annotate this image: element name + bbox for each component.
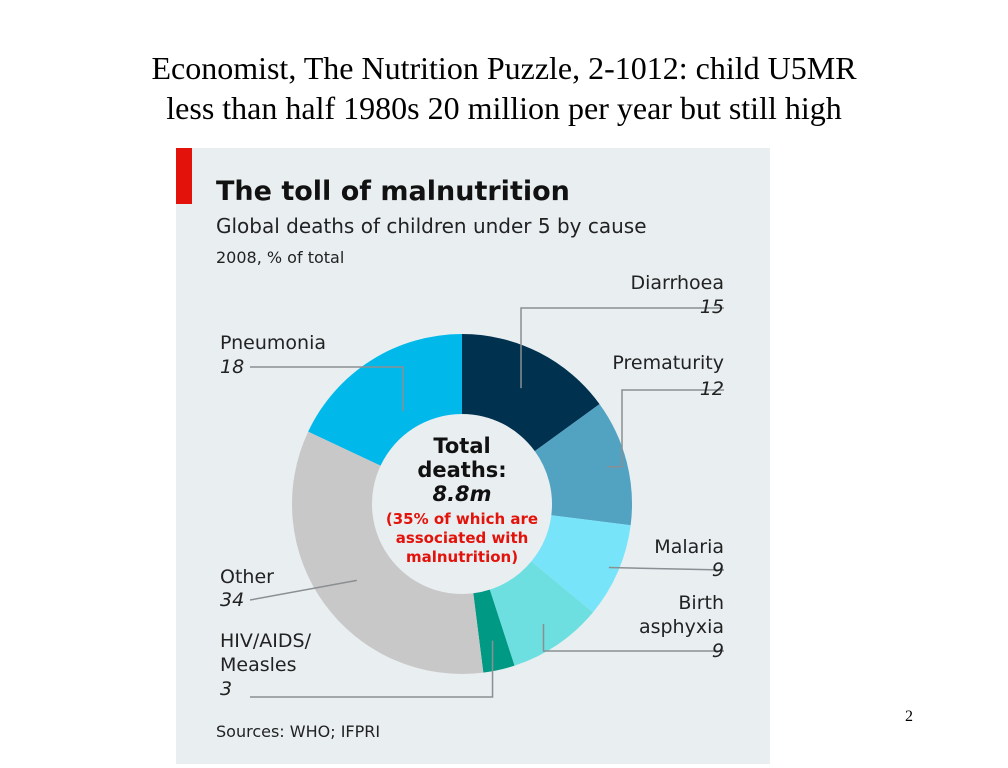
- slide-title-line-1: Economist, The Nutrition Puzzle, 2-1012:…: [151, 50, 857, 86]
- value-pneumonia: 18: [220, 356, 245, 378]
- value-diarrhoea: 15: [699, 296, 724, 318]
- chart-source: Sources: WHO; IFPRI: [216, 722, 381, 741]
- center-total-label-2: deaths:: [417, 458, 507, 482]
- label-birth-asphyxia-line-2: asphyxia: [638, 616, 724, 638]
- label-malaria: Malaria: [654, 536, 724, 558]
- slice-malaria: [531, 515, 631, 613]
- slice-birth-asphyxia: [489, 561, 593, 666]
- value-other: 34: [220, 589, 245, 611]
- slice-diarrhoea: [462, 334, 600, 452]
- leader-line-malaria: [608, 566, 725, 571]
- leader-line-hiv-aids-measles: [250, 640, 494, 698]
- slide-title-line-2: less than half 1980s 20 million per year…: [166, 90, 842, 126]
- label-hiv-aids-measles-line-2: Measles: [220, 654, 297, 676]
- label-prematurity: Prematurity: [612, 352, 724, 374]
- value-hiv-aids-measles: 3: [220, 678, 233, 700]
- center-total-label: Total: [433, 434, 491, 458]
- label-birth-asphyxia-line-1: Birth: [678, 592, 724, 614]
- chart-subtitle: Global deaths of children under 5 by cau…: [216, 214, 647, 238]
- leader-line-prematurity: [607, 389, 724, 468]
- chart-panel: The toll of malnutrition Global deaths o…: [176, 148, 770, 764]
- red-accent-tab: [176, 148, 192, 204]
- leader-line-birth-asphyxia: [542, 623, 724, 652]
- center-note: (35% of which are associated with malnut…: [362, 510, 562, 567]
- leader-line-diarrhoea: [520, 307, 724, 389]
- slide-title: Economist, The Nutrition Puzzle, 2-1012:…: [0, 48, 1008, 128]
- center-note-line-1: (35% of which are: [385, 510, 539, 528]
- label-diarrhoea: Diarrhoea: [630, 272, 724, 294]
- label-other: Other: [220, 566, 274, 588]
- leader-line-other: [249, 579, 357, 601]
- slice-hiv-aids-measles: [473, 589, 515, 673]
- label-pneumonia: Pneumonia: [220, 332, 326, 354]
- value-birth-asphyxia: 9: [711, 640, 724, 662]
- donut-center-label: Total deaths: 8.8m (35% of which are ass…: [362, 434, 562, 567]
- label-hiv-aids-measles-line-1: HIV/AIDS/: [220, 630, 311, 652]
- slice-other: [292, 431, 484, 674]
- center-note-line-2: associated with: [395, 529, 529, 547]
- slice-prematurity: [534, 404, 632, 526]
- slice-pneumonia: [308, 334, 462, 466]
- value-malaria: 9: [711, 559, 724, 581]
- chart-title: The toll of malnutrition: [216, 176, 570, 207]
- center-note-line-3: malnutrition): [405, 548, 519, 566]
- value-prematurity: 12: [699, 378, 724, 400]
- chart-note: 2008, % of total: [216, 248, 345, 267]
- slide-page-number: 2: [905, 708, 913, 725]
- donut-chart: [249, 307, 725, 698]
- leader-line-pneumonia: [250, 366, 404, 412]
- center-total-value: 8.8m: [432, 482, 492, 506]
